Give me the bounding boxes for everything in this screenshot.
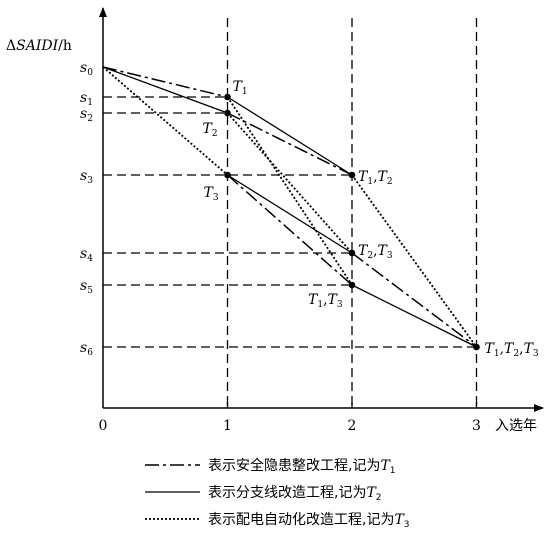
node-label-n1c: T3 [204,185,219,203]
edge-n2c-end [351,284,477,348]
node-n1c [224,171,231,179]
y-level-s0: s0 [80,60,93,78]
edge-lines [102,66,478,348]
x-tick-label: 2 [348,418,357,434]
legend: 表示安全隐患整改工程,记为T1 表示分支线改造工程,记为T2 表示配电自动化改造工程… [145,457,410,530]
x-axis-label: 入选年 [495,418,537,434]
edge-n2a-end [351,174,478,348]
y-axis-label: ΔSAIDI/h [6,38,72,54]
axes [99,7,544,412]
edge-n1a-n2a [227,96,353,176]
y-level-s4: s4 [80,246,93,264]
node-label-n2a: T1,T2 [358,169,393,187]
edge-n1c-n2c [227,174,353,286]
node-n1b [224,109,231,117]
edge-n1c-n2b [227,174,353,254]
y-level-s5: s5 [80,278,93,296]
y-level-s1: s1 [80,90,93,108]
y-level-s3: s3 [80,168,93,186]
grid-lines [103,18,478,408]
x-tick-label: 1 [223,418,232,434]
edge-n1a-n2c [226,96,353,286]
x-tick-label: 3 [472,418,481,434]
edge-n2b-end [351,252,477,348]
node-n2c [348,281,356,289]
node-label-n1b: T2 [203,121,218,139]
edge-start-n1c [102,66,229,176]
y-level-s2: s2 [80,106,93,124]
node-end [473,343,480,351]
legend-entry: 表示安全隐患整改工程,记为T1 [208,457,396,476]
node-n2a [348,171,356,179]
node-n2b [348,249,356,257]
legend-entry: 表示配电自动化改造工程,记为T3 [208,512,410,530]
node-n1a [224,93,231,101]
edge-n1b-n2a [227,112,353,176]
x-tick-label: 0 [99,418,108,434]
nodes [224,93,480,351]
legend-entry: 表示分支线改造工程,记为T2 [208,485,382,503]
y-level-s6: s6 [80,340,93,358]
node-label-end: T1,T2,T3 [485,341,539,359]
edge-start-n1b [102,66,228,114]
edge-n1b-n2b [226,112,353,254]
edge-start-n1a [102,66,228,98]
node-label-n1a: T1 [233,79,248,97]
node-label-n2c: T1,T3 [308,292,343,310]
node-label-n2b: T2,T3 [358,243,393,261]
